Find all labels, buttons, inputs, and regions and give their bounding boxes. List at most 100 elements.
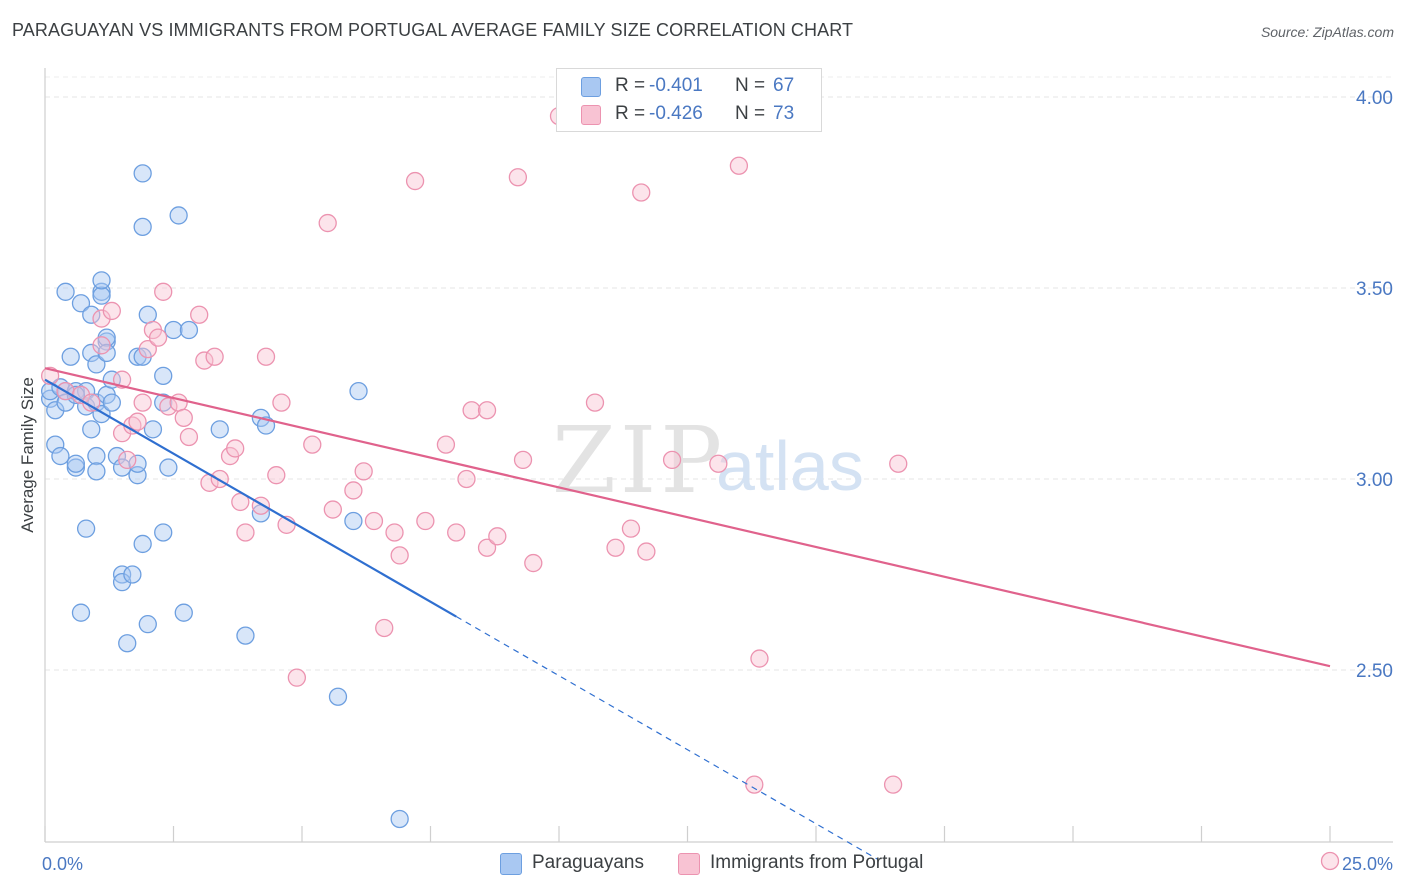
gridlines xyxy=(45,76,1393,671)
data-point xyxy=(267,466,286,485)
bottom-legend-label: Immigrants from Portugal xyxy=(710,852,924,873)
data-point xyxy=(174,408,193,428)
legend-n-value: 67 xyxy=(773,75,795,96)
data-point xyxy=(488,527,507,546)
data-point xyxy=(154,282,173,301)
data-point xyxy=(164,320,183,340)
x-tick-label: 0.0% xyxy=(42,854,83,874)
y-tick-label: 3.00 xyxy=(1356,470,1393,491)
y-tick-label: 4.00 xyxy=(1356,88,1393,109)
points-paraguayans xyxy=(40,164,409,829)
data-point xyxy=(82,305,101,324)
data-point xyxy=(287,668,307,687)
data-point xyxy=(102,393,121,412)
data-point xyxy=(169,206,188,225)
data-point xyxy=(112,565,132,584)
bottom-legend-swatch-paraguayans xyxy=(500,853,522,875)
data-point xyxy=(148,328,168,347)
data-point xyxy=(709,454,728,473)
data-point xyxy=(133,393,152,412)
data-point xyxy=(318,213,337,233)
data-point xyxy=(138,339,157,359)
data-point xyxy=(457,469,476,489)
bottom-legend-swatch-portugal xyxy=(678,853,700,875)
data-point xyxy=(92,309,111,328)
data-point xyxy=(447,523,466,542)
data-point xyxy=(272,393,291,412)
legend-r-label: R = xyxy=(615,75,646,96)
data-point xyxy=(154,366,173,386)
watermark-atlas: atlas xyxy=(716,427,864,505)
data-point xyxy=(524,553,543,573)
data-point xyxy=(390,546,409,565)
data-point xyxy=(46,401,65,420)
data-point xyxy=(138,615,157,634)
data-point xyxy=(143,420,163,439)
data-point xyxy=(87,355,106,374)
data-point xyxy=(606,538,625,557)
x-tick-label: 25.0% xyxy=(1342,854,1393,874)
data-point xyxy=(477,401,497,420)
data-point xyxy=(87,462,106,481)
data-point xyxy=(133,164,152,183)
data-point xyxy=(66,454,85,473)
data-point xyxy=(364,511,384,531)
data-point xyxy=(71,603,91,622)
data-point xyxy=(662,450,682,470)
data-point xyxy=(344,511,363,531)
data-point xyxy=(303,435,322,454)
data-point xyxy=(107,446,127,466)
data-point xyxy=(621,519,641,538)
trend-line-portugal xyxy=(44,367,1331,668)
data-point xyxy=(133,534,152,554)
y-tick-label: 2.50 xyxy=(1356,661,1393,682)
bottom-legend-label: Paraguayans xyxy=(532,852,644,873)
data-point xyxy=(71,294,91,313)
data-point xyxy=(354,462,373,481)
data-point xyxy=(195,351,214,370)
axes xyxy=(44,68,1393,843)
data-point xyxy=(385,523,404,542)
data-point xyxy=(729,156,749,175)
data-point xyxy=(349,381,368,401)
data-point xyxy=(889,454,908,473)
data-point xyxy=(61,347,80,366)
data-point xyxy=(328,687,348,706)
data-point xyxy=(205,347,224,366)
legend-r-value: -0.401 xyxy=(649,75,703,96)
data-point xyxy=(128,454,147,473)
legend-r-label: R = xyxy=(615,103,646,124)
data-point xyxy=(154,523,173,542)
data-point xyxy=(112,572,132,592)
data-point xyxy=(82,343,101,363)
data-point xyxy=(92,271,111,290)
legend-n-label: N = xyxy=(735,75,766,96)
data-point xyxy=(436,435,456,454)
data-point xyxy=(46,435,65,454)
data-point xyxy=(637,542,656,561)
source-label: Source: ZipAtlas.com xyxy=(1260,24,1394,40)
data-point xyxy=(169,393,188,412)
data-point xyxy=(585,393,605,412)
data-point xyxy=(405,171,425,191)
data-point xyxy=(236,523,255,542)
data-point xyxy=(226,439,245,458)
data-point xyxy=(179,427,199,447)
data-point xyxy=(92,336,111,355)
data-point xyxy=(56,282,75,301)
data-point xyxy=(102,301,121,321)
data-point xyxy=(174,603,193,622)
legend-n-value: 73 xyxy=(773,103,795,124)
data-point xyxy=(256,347,276,366)
data-point xyxy=(513,450,533,470)
data-point xyxy=(236,626,255,645)
data-point xyxy=(632,183,651,202)
data-point xyxy=(179,320,199,340)
data-point xyxy=(138,305,157,324)
data-point xyxy=(462,401,481,420)
watermark: ZIP atlas xyxy=(552,407,864,514)
data-point xyxy=(92,286,111,305)
data-point xyxy=(1320,851,1340,871)
data-point xyxy=(750,649,769,668)
